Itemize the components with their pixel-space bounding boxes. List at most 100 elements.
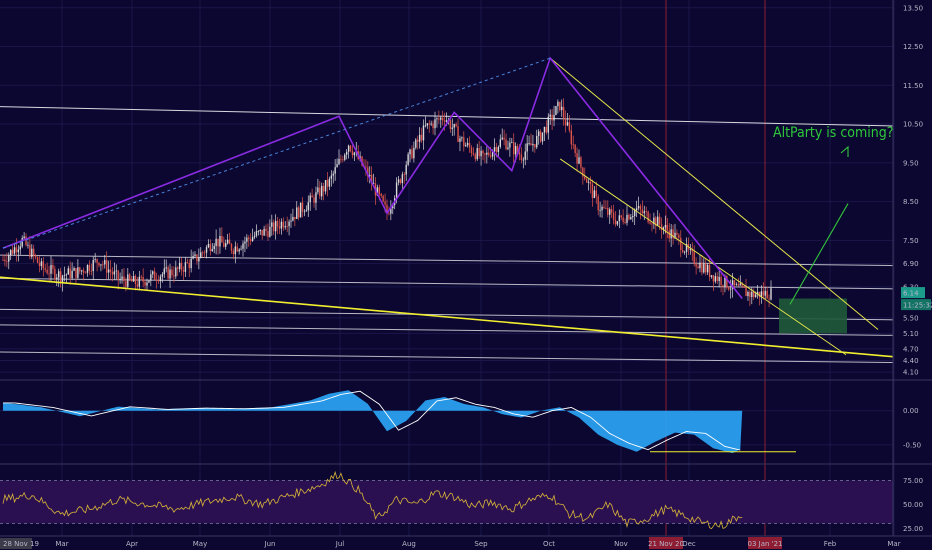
candle-body: [2, 259, 4, 261]
date-marker-label: 03 Jan '21: [748, 540, 783, 548]
candle-body: [269, 226, 271, 237]
candle-body: [428, 123, 430, 125]
candle-body: [726, 275, 728, 288]
candle-body: [332, 173, 334, 176]
candle-body: [65, 274, 68, 276]
candle-body: [503, 137, 505, 140]
candle-body: [38, 262, 41, 266]
macd-pane[interactable]: [3, 390, 796, 454]
candle-body: [161, 274, 164, 277]
candle-body: [720, 276, 722, 286]
candle-body: [478, 148, 480, 157]
candle-body: [169, 269, 171, 279]
candle-body: [549, 114, 551, 117]
candle-body: [109, 269, 112, 272]
candle-body: [253, 235, 256, 238]
candle-body: [415, 139, 417, 148]
candle-body: [749, 291, 751, 297]
candle-body: [211, 249, 213, 252]
candle-body: [597, 196, 599, 211]
candle-body: [561, 106, 563, 111]
candle-body: [758, 291, 761, 298]
candle-body: [46, 269, 48, 274]
candle-body: [438, 118, 440, 120]
candle-body: [591, 184, 594, 199]
candle-body: [223, 242, 225, 247]
candle-body: [603, 206, 605, 208]
candle-body: [125, 281, 127, 287]
pattern-dashed-line: [2, 57, 551, 249]
candle-body: [290, 220, 292, 222]
date-marker-box: [748, 537, 782, 549]
candle-body: [276, 220, 279, 227]
candle-body: [380, 193, 382, 196]
candle-body: [674, 232, 676, 239]
candle-body: [217, 238, 219, 247]
candle-body: [123, 276, 125, 282]
date-marker-label: 21 Nov 20: [648, 540, 684, 548]
candle-body: [203, 252, 206, 254]
candle-body: [117, 270, 119, 280]
candle-body: [522, 159, 525, 161]
price-tick-label: 5.50: [903, 314, 919, 322]
price-tick-label: 12.50: [903, 43, 923, 51]
candle-body: [651, 223, 653, 225]
candle-body: [526, 143, 528, 152]
candle-body: [699, 262, 701, 269]
candle-body: [42, 261, 45, 269]
candle-body: [361, 156, 363, 166]
candle-body: [564, 118, 567, 126]
candle-body: [140, 276, 142, 278]
candle-body: [737, 284, 740, 286]
candle-body: [59, 271, 62, 282]
candle-body: [614, 219, 617, 225]
rsi-tick-label: 50.00: [903, 501, 923, 509]
candle-body: [753, 291, 755, 298]
candle-body: [86, 265, 89, 273]
candle-body: [601, 206, 603, 211]
candle-body: [633, 210, 636, 216]
candle-body: [578, 157, 580, 164]
candle-body: [313, 197, 315, 203]
price-pane[interactable]: [0, 56, 893, 363]
candle-body: [163, 268, 165, 275]
candle-body: [367, 167, 369, 177]
candle-body: [739, 283, 741, 286]
candle-body: [57, 271, 60, 278]
candle-body: [632, 215, 634, 218]
candle-body: [365, 166, 367, 168]
candle-body: [766, 290, 768, 299]
candle-body: [13, 247, 16, 254]
rsi-pane[interactable]: [0, 470, 893, 530]
candle-body: [441, 117, 444, 121]
candle-body: [79, 267, 81, 272]
price-tick-label: 4.40: [903, 357, 919, 365]
candle-body: [246, 237, 248, 242]
candle-body: [148, 280, 150, 283]
horizontal-level-line: [0, 351, 893, 363]
candle-body: [207, 244, 210, 248]
candle-body: [144, 281, 146, 286]
grid: [0, 0, 895, 536]
candle-body: [745, 287, 747, 297]
candle-body: [71, 270, 73, 279]
candle-body: [599, 210, 601, 212]
candle-body: [230, 244, 233, 251]
candle-body: [267, 231, 269, 237]
candle-body: [73, 268, 75, 271]
time-tick-label: Sep: [474, 540, 488, 548]
candle-body: [334, 167, 336, 174]
candle-body: [194, 254, 196, 256]
candle-body: [29, 244, 31, 257]
candle-body: [532, 143, 534, 146]
candle-body: [724, 275, 726, 287]
candle-body: [430, 123, 432, 125]
candle-body: [582, 167, 584, 177]
candle-body: [641, 209, 644, 214]
candle-body: [40, 261, 43, 266]
candle-body: [457, 126, 459, 142]
candle-body: [574, 144, 576, 154]
candle-body: [747, 291, 749, 297]
candle-body: [257, 231, 260, 232]
